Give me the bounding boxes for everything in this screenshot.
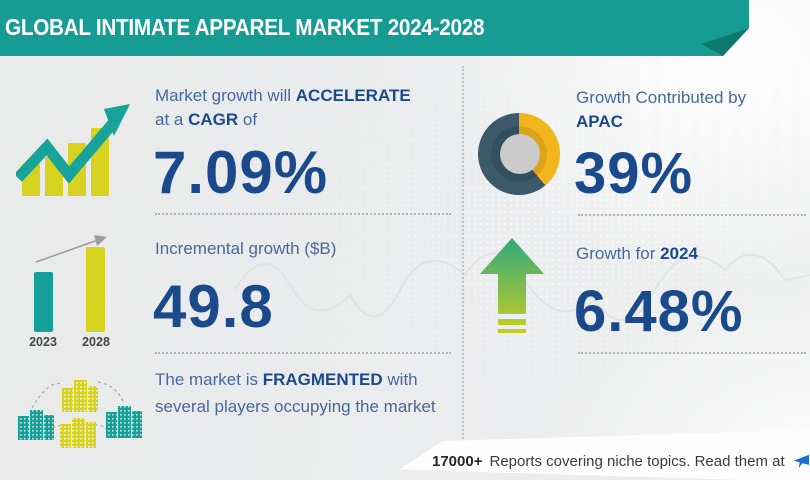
cagr-line2-post: of [242,110,258,129]
apac-value: 39% [574,141,694,206]
growth2024-caption: Growth for 2024 [576,242,698,266]
apac-donut-chart-icon [478,113,560,195]
fragmented-caption: The market is FRAGMENTED with several pl… [155,366,455,420]
growth2024-label: Growth for [576,244,656,263]
growth2024-value: 6.48% [574,279,744,344]
apac-donut-hole [500,134,540,174]
apac-caption-regular: Growth Contributed by [576,88,747,107]
apac-caption: Growth Contributed by APAC [576,86,746,134]
footer-gray-strip [383,469,743,480]
footer-message: Reports covering niche topics. Read them… [489,453,785,470]
up-arrow-icon [480,238,544,333]
incremental-label: Incremental growth ($B) [155,239,337,258]
fragmented-buildings-icon [18,380,142,448]
divider-left-2 [155,352,451,354]
page-title: GLOBAL INTIMATE APPAREL MARKET 2024-2028 [5,14,485,40]
divider-vertical [462,66,464,446]
cagr-caption-regular: Market growth will [155,86,292,105]
footer: 17000+ Reports covering niche topics. Re… [432,451,810,472]
paper-plane-icon [793,454,809,469]
divider-right-1 [578,214,806,216]
year-bars-graphic [34,235,107,332]
year-bars-icon: 2023 2028 [26,232,118,354]
growth-chart-icon [16,104,130,196]
fragmented-pre: The market is [155,370,258,389]
cagr-caption-accelerate: ACCELERATE [295,86,411,105]
incremental-value: 49.8 [153,273,274,340]
year-end-label: 2028 [82,335,110,349]
header-ribbon [0,0,749,56]
technavio-logo: technavio [792,451,810,472]
fragmented-post: with several players occupying the marke… [155,370,436,416]
growth2024-year: 2024 [660,244,698,263]
cagr-line2-bold: CAGR [188,110,239,129]
report-count: 17000+ [432,453,483,470]
cagr-line2-pre: at a [155,110,184,129]
skyline-bars-decor [640,58,810,248]
divider-left-1 [155,213,451,215]
year-start-label: 2023 [29,335,57,349]
cagr-caption: Market growth will ACCELERATE at a CAGR … [155,84,460,132]
fragmented-bold: FRAGMENTED [262,370,383,389]
apac-region: APAC [576,112,623,131]
divider-right-2 [578,352,806,354]
cagr-value: 7.09% [153,139,329,206]
